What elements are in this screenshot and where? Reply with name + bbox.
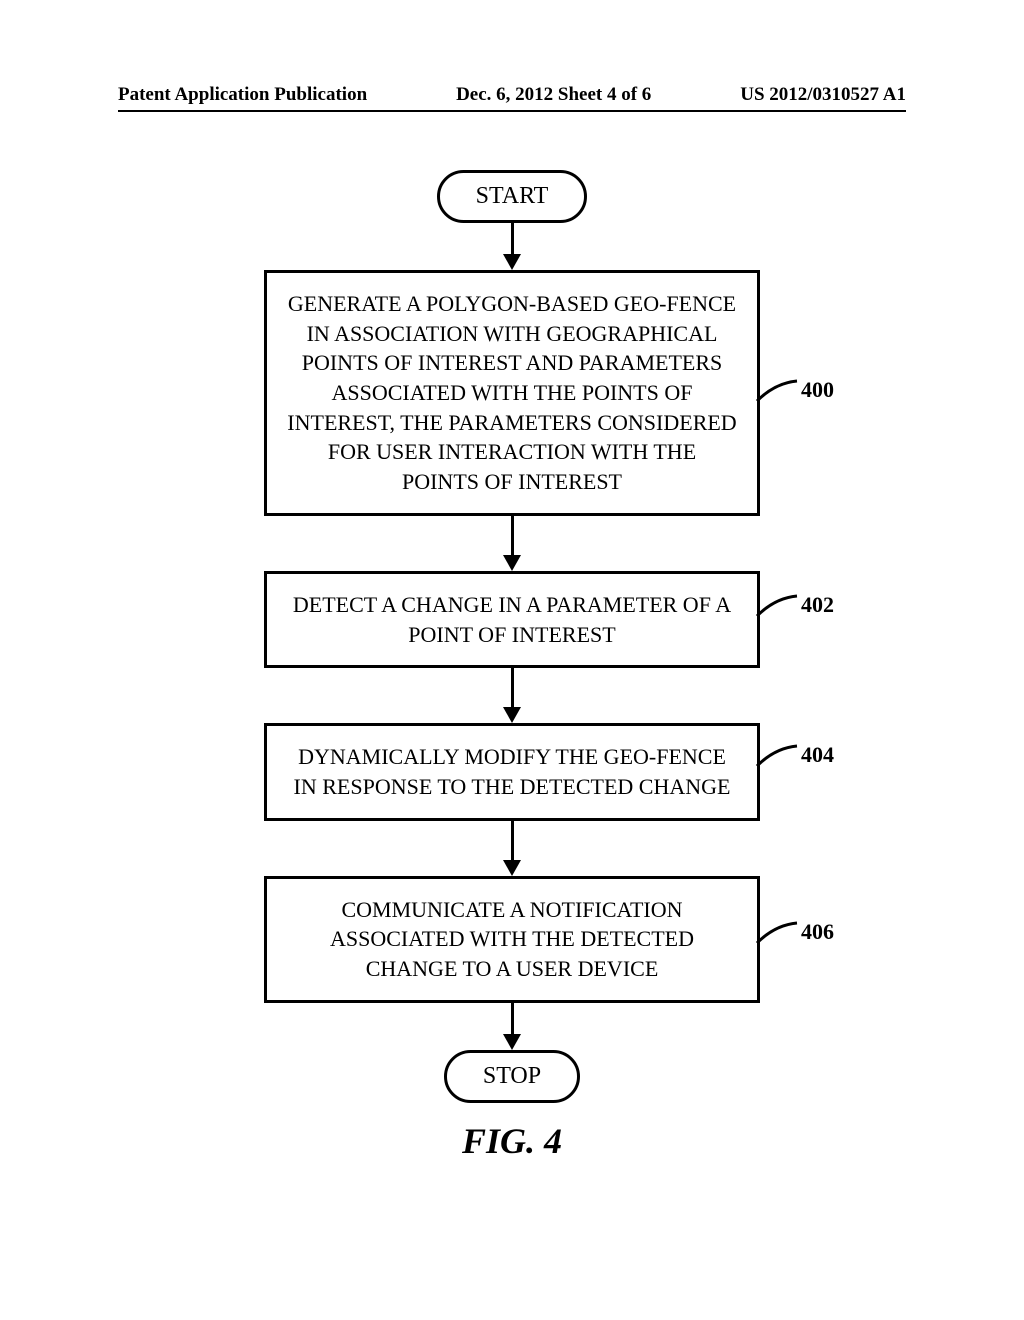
ref-400: 400	[801, 375, 834, 405]
arrow-shaft	[511, 668, 514, 708]
arrow-0	[503, 223, 521, 270]
arrow-head-icon	[503, 1034, 521, 1050]
arrow-1	[503, 516, 521, 571]
header-rule	[118, 110, 906, 112]
ref-402: 402	[801, 590, 834, 620]
process-400: GENERATE A POLYGON-BASED GEO-FENCE IN AS…	[264, 270, 760, 516]
header-left: Patent Application Publication	[118, 84, 367, 106]
header-center: Dec. 6, 2012 Sheet 4 of 6	[456, 84, 651, 106]
arrow-shaft	[511, 1003, 514, 1035]
arrow-shaft	[511, 516, 514, 556]
process-text: DYNAMICALLY MODIFY THE GEO-FENCE IN RESP…	[294, 744, 731, 799]
process-402: DETECT A CHANGE IN A PARAMETER OF A POIN…	[264, 571, 760, 668]
arrow-head-icon	[503, 555, 521, 571]
arrow-shaft	[511, 223, 514, 255]
page-header: Patent Application Publication Dec. 6, 2…	[0, 84, 1024, 106]
ref-404: 404	[801, 740, 834, 770]
arrow-head-icon	[503, 254, 521, 270]
arrow-head-icon	[503, 707, 521, 723]
arrow-4	[503, 1003, 521, 1050]
process-text: DETECT A CHANGE IN A PARAMETER OF A POIN…	[293, 592, 731, 647]
ref-406: 406	[801, 917, 834, 947]
process-text: COMMUNICATE A NOTIFICATION ASSOCIATED WI…	[330, 897, 694, 981]
stop-terminator: STOP	[444, 1050, 580, 1103]
arrow-shaft	[511, 821, 514, 861]
process-406: COMMUNICATE A NOTIFICATION ASSOCIATED WI…	[264, 876, 760, 1003]
flowchart: START GENERATE A POLYGON-BASED GEO-FENCE…	[0, 170, 1024, 1103]
arrow-2	[503, 668, 521, 723]
page: Patent Application Publication Dec. 6, 2…	[0, 0, 1024, 1320]
process-404: DYNAMICALLY MODIFY THE GEO-FENCE IN RESP…	[264, 723, 760, 820]
stop-label: STOP	[483, 1063, 541, 1089]
process-text: GENERATE A POLYGON-BASED GEO-FENCE IN AS…	[287, 291, 736, 494]
arrow-head-icon	[503, 860, 521, 876]
figure-caption: FIG. 4	[0, 1120, 1024, 1162]
start-terminator: START	[437, 170, 588, 223]
start-label: START	[476, 183, 549, 209]
arrow-3	[503, 821, 521, 876]
header-right: US 2012/0310527 A1	[740, 84, 906, 106]
